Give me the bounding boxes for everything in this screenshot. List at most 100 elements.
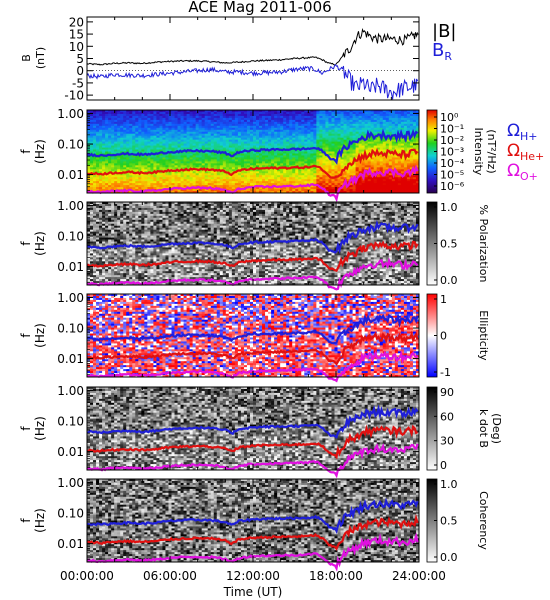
spectrogram-cell	[120, 127, 124, 131]
spectrogram-cell	[319, 145, 323, 148]
spectrogram-cell	[153, 115, 157, 119]
spectrogram-cell	[268, 173, 272, 176]
spectrogram-cell	[231, 137, 236, 141]
spectrogram-cell	[249, 139, 254, 143]
spectrogram-cell	[316, 159, 320, 162]
spectrogram-cell	[316, 191, 320, 194]
spectrogram-cell	[138, 139, 142, 143]
spectrogram-cell	[262, 155, 266, 158]
spectrogram-cell	[219, 177, 224, 180]
spectrogram-cell	[246, 137, 251, 141]
spectrogram-cell	[253, 157, 257, 160]
spectrogram-cell	[195, 165, 200, 168]
spectrogram-cell	[313, 157, 317, 160]
spectrogram-cell	[277, 137, 281, 141]
spectrogram-cell	[174, 133, 178, 137]
spectrogram-cell	[271, 110, 275, 113]
spectrogram-cell	[213, 143, 218, 146]
spectrogram-cell	[304, 183, 308, 186]
spectrogram-cell	[162, 145, 166, 148]
spectrogram-cell	[150, 167, 154, 170]
spectrogram-cell	[268, 135, 272, 139]
spectrogram-cell	[174, 165, 178, 168]
spectrogram-cell	[265, 189, 269, 192]
spectrogram-cell	[201, 147, 206, 150]
spectrogram-cell	[219, 131, 224, 135]
spectrogram-cell	[222, 110, 227, 113]
spectrogram-cell	[144, 181, 148, 184]
spectrogram-cell	[316, 189, 320, 192]
spectrogram-cell	[111, 149, 115, 152]
spectrogram-cell	[195, 177, 200, 180]
spectrogram-cell	[162, 191, 166, 194]
spectrogram-cell	[102, 151, 106, 154]
spectrogram-cell	[207, 151, 212, 154]
spectrogram-cell	[249, 171, 254, 174]
spectrogram-cell	[231, 185, 236, 188]
spectrogram-cell	[219, 145, 224, 148]
spectrogram-cell	[129, 145, 133, 148]
spectrogram-cell	[243, 121, 248, 125]
spectrogram-cell	[246, 125, 251, 129]
spectrogram-cell	[159, 185, 163, 188]
spectrogram-cell	[228, 149, 233, 152]
spectrogram-cell	[225, 135, 230, 139]
spectrogram-cell	[168, 173, 172, 176]
spectrogram-cell	[135, 149, 139, 152]
spectrogram-cell	[210, 155, 215, 158]
spectrogram-cell	[307, 169, 311, 172]
spectrogram-cell	[111, 161, 115, 164]
spectrogram-cell	[234, 173, 239, 176]
spectrogram-cell	[147, 167, 151, 170]
spectrogram-cell	[102, 145, 106, 148]
spectrogram-cell	[262, 191, 266, 194]
spectrogram-cell	[108, 115, 112, 119]
spectrogram-cell	[234, 125, 239, 129]
spectrogram-cell	[99, 169, 103, 172]
spectrogram-cell	[171, 191, 175, 194]
spectrogram-cell	[207, 131, 212, 135]
spectrogram-cell	[123, 127, 127, 131]
spectrogram-cell	[90, 161, 94, 164]
spectrogram-cell	[289, 135, 293, 139]
spectrogram-cell	[265, 153, 269, 156]
spectrogram-cell	[177, 143, 181, 146]
spectrogram-cell	[262, 151, 266, 154]
spectrogram-cell	[249, 135, 254, 139]
spectrogram-cell	[171, 131, 175, 135]
spectrogram-cell	[171, 127, 175, 131]
spectrogram-cell	[117, 155, 121, 158]
spectrogram-cell	[256, 115, 260, 119]
spectrogram-cell	[201, 191, 206, 194]
spectrogram-cell	[262, 149, 266, 152]
spectrogram-cell	[123, 183, 127, 186]
spectrogram-cell	[237, 133, 242, 137]
spectrogram-cell	[216, 129, 221, 133]
spectrogram-cell	[274, 191, 278, 194]
spectrogram-cell	[123, 125, 127, 129]
spectrogram-cell	[298, 137, 302, 141]
spectrogram-cell	[228, 179, 233, 182]
spectrogram-cell	[87, 163, 91, 166]
spectrogram-cell	[162, 143, 166, 146]
spectrogram-cell	[177, 175, 181, 178]
spectrogram-cell	[147, 163, 151, 166]
spectrogram-cell	[304, 157, 308, 160]
spectrogram-cell	[216, 143, 221, 146]
spectrogram-cell	[216, 119, 221, 123]
spectrogram-cell	[102, 147, 106, 150]
spectrogram-cell	[240, 113, 245, 117]
spectrogram-cell	[162, 113, 166, 117]
spectrogram-cell	[222, 187, 227, 190]
spectrogram-cell	[132, 175, 136, 178]
spectrogram-cell	[253, 181, 257, 184]
spectrogram-cell	[144, 167, 148, 170]
spectrogram-cell	[171, 119, 175, 123]
spectrogram-cell	[150, 175, 154, 178]
spectrogram-cell	[159, 167, 163, 170]
spectrogram-cell	[153, 161, 157, 164]
spectrogram-cell	[201, 175, 206, 178]
spectrogram-cell	[292, 143, 296, 146]
spectrogram-cell	[192, 179, 197, 182]
spectrogram-cell	[265, 155, 269, 158]
